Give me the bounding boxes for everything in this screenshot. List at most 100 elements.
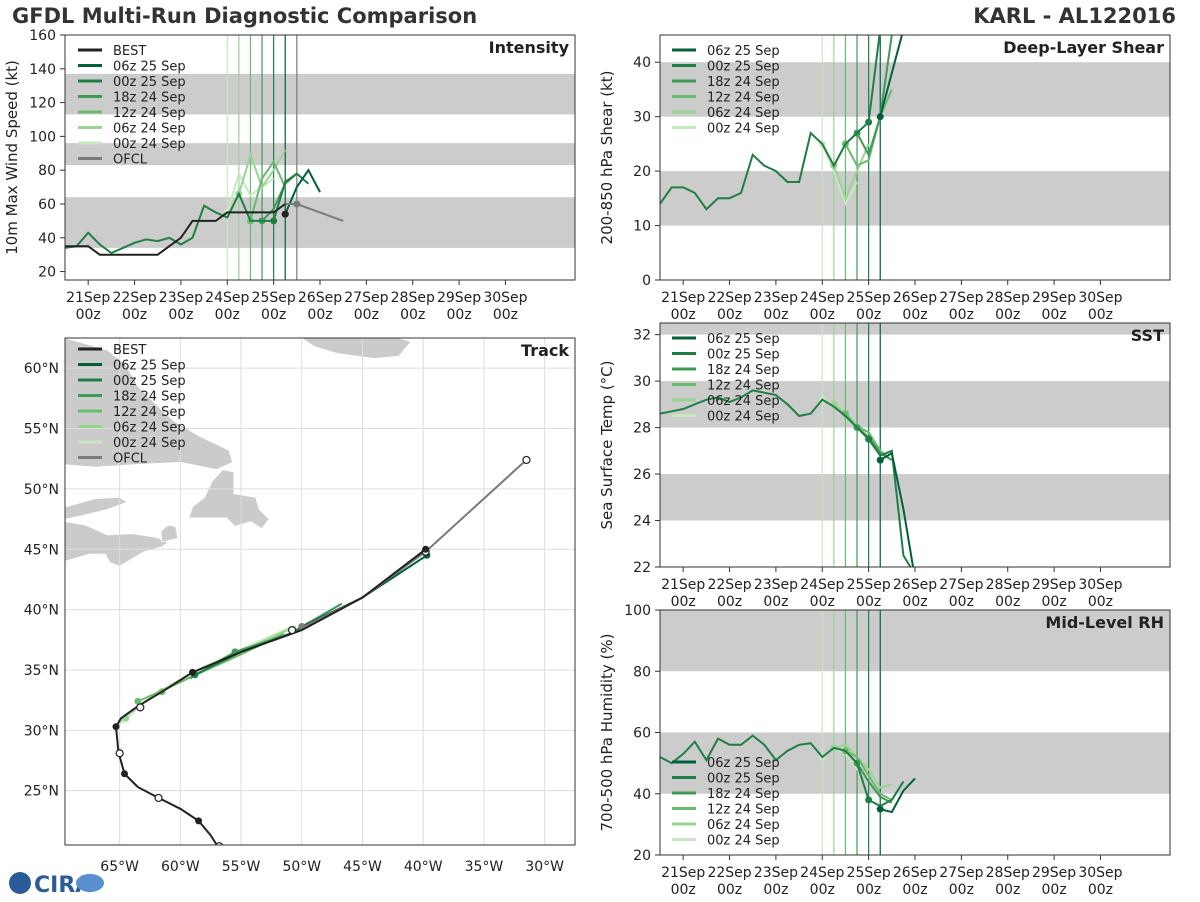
legend-label: 18z 24 Sep [113, 91, 186, 106]
threshold-band [65, 73, 575, 115]
storm-id: KARL - AL122016 [973, 4, 1176, 28]
x-tick-label: 00z [447, 307, 472, 323]
lon-tick-label: 65°W [100, 859, 139, 875]
threshold-band [660, 323, 1170, 335]
x-tick-label: 22Sep [707, 290, 751, 306]
x-tick-label: 00z [354, 307, 379, 323]
threshold-band [660, 62, 1170, 117]
land-newfoundland [188, 469, 270, 530]
x-tick-label: 00z [307, 307, 332, 323]
threshold-band [660, 381, 1170, 428]
x-tick-label: 22Sep [707, 865, 751, 881]
map-area [65, 338, 575, 845]
x-tick-label: 30Sep [1078, 577, 1122, 593]
plot-area [660, 35, 1170, 280]
lon-tick-label: 35°W [465, 859, 504, 875]
series-marker [876, 805, 884, 813]
y-tick-label: 32 [633, 328, 651, 344]
y-tick-label: 30 [633, 374, 651, 390]
x-tick-label: 00z [763, 882, 788, 898]
x-tick-label: 24Sep [800, 577, 844, 593]
series-marker [865, 435, 873, 443]
series-line [879, 777, 916, 814]
legend-label: 06z 25 Sep [113, 60, 186, 75]
x-tick-label: 00z [1042, 307, 1067, 323]
x-tick-label: 30Sep [1078, 865, 1122, 881]
legend-label: 06z 24 Sep [707, 818, 780, 833]
chart-sst: 22242628303221Sep00z22Sep00z23Sep00z24Se… [598, 322, 1171, 610]
lat-tick-label: 25°N [24, 784, 59, 800]
threshold-band [660, 474, 1170, 521]
land-greenland [301, 338, 412, 359]
legend-label: 00z 25 Sep [707, 60, 780, 75]
series-line [856, 35, 893, 158]
x-tick-label: 00z [215, 307, 240, 323]
map-frame [64, 337, 576, 846]
x-tick-label: 30Sep [483, 290, 527, 306]
y-tick-label: 40 [38, 231, 56, 247]
legend-label: 00z 25 Sep [113, 75, 186, 90]
legend-label: OFCL [113, 452, 148, 467]
x-tick-label: 00z [76, 307, 101, 323]
series-line [660, 389, 912, 567]
x-tick-label: 21Sep [661, 290, 705, 306]
x-tick-label: 00z [1042, 594, 1067, 610]
legend-label: OFCL [113, 153, 148, 168]
x-tick-label: 00z [763, 594, 788, 610]
x-tick-label: 21Sep [66, 290, 110, 306]
x-tick-label: 00z [902, 594, 927, 610]
series-line [879, 35, 903, 117]
series-line [833, 743, 893, 789]
x-tick-label: 27Sep [939, 290, 983, 306]
series-line [832, 143, 870, 202]
x-tick-label: 00z [671, 882, 696, 898]
lat-tick-label: 30°N [24, 723, 59, 739]
track-point-filled [195, 817, 203, 825]
legend-label: 06z 25 Sep [707, 332, 780, 347]
x-tick-label: 23Sep [754, 577, 798, 593]
x-tick-label: 00z [261, 307, 286, 323]
land-maritimes [65, 521, 169, 567]
y-tick-label: 30 [633, 110, 651, 126]
x-tick-label: 00z [995, 882, 1020, 898]
lat-tick-label: 40°N [24, 603, 59, 619]
y-tick-label: 80 [633, 664, 651, 680]
lat-tick-label: 35°N [24, 663, 59, 679]
track-point-filled [134, 697, 142, 705]
series-marker [876, 113, 884, 121]
panel-title: Intensity [489, 38, 570, 57]
legend-label: 06z 24 Sep [113, 421, 186, 436]
panel-title: Deep-Layer Shear [1003, 38, 1164, 57]
y-tick-label: 0 [642, 273, 651, 289]
x-tick-label: 27Sep [939, 865, 983, 881]
x-tick-label: 00z [810, 594, 835, 610]
lon-tick-label: 30°W [525, 859, 564, 875]
lat-tick-label: 60°N [24, 361, 59, 377]
y-tick-label: 60 [633, 726, 651, 742]
legend-label: 18z 24 Sep [707, 363, 780, 378]
plot-area [660, 610, 1170, 855]
plot-area [660, 323, 1170, 567]
chart-shear: 01020304021Sep00z22Sep00z23Sep00z24Sep00… [598, 34, 1171, 323]
x-tick-label: 00z [856, 594, 881, 610]
legend-label: 06z 24 Sep [113, 122, 186, 137]
x-tick-label: 30Sep [1078, 290, 1122, 306]
series-marker [865, 796, 873, 804]
lat-tick-label: 55°N [24, 422, 59, 438]
lon-tick-label: 40°W [404, 859, 443, 875]
page-title: GFDL Multi-Run Diagnostic Comparison [12, 4, 478, 28]
y-tick-label: 100 [624, 603, 651, 619]
x-tick-label: 00z [856, 307, 881, 323]
lon-tick-label: 45°W [343, 859, 382, 875]
y-tick-label: 160 [29, 28, 56, 44]
series-marker [865, 118, 873, 126]
x-tick-label: 00z [856, 882, 881, 898]
x-tick-label: 00z [949, 882, 974, 898]
x-tick-label: 00z [1088, 307, 1113, 323]
x-tick-label: 27Sep [344, 290, 388, 306]
panel-title: SST [1131, 326, 1164, 345]
track-line [114, 548, 427, 845]
